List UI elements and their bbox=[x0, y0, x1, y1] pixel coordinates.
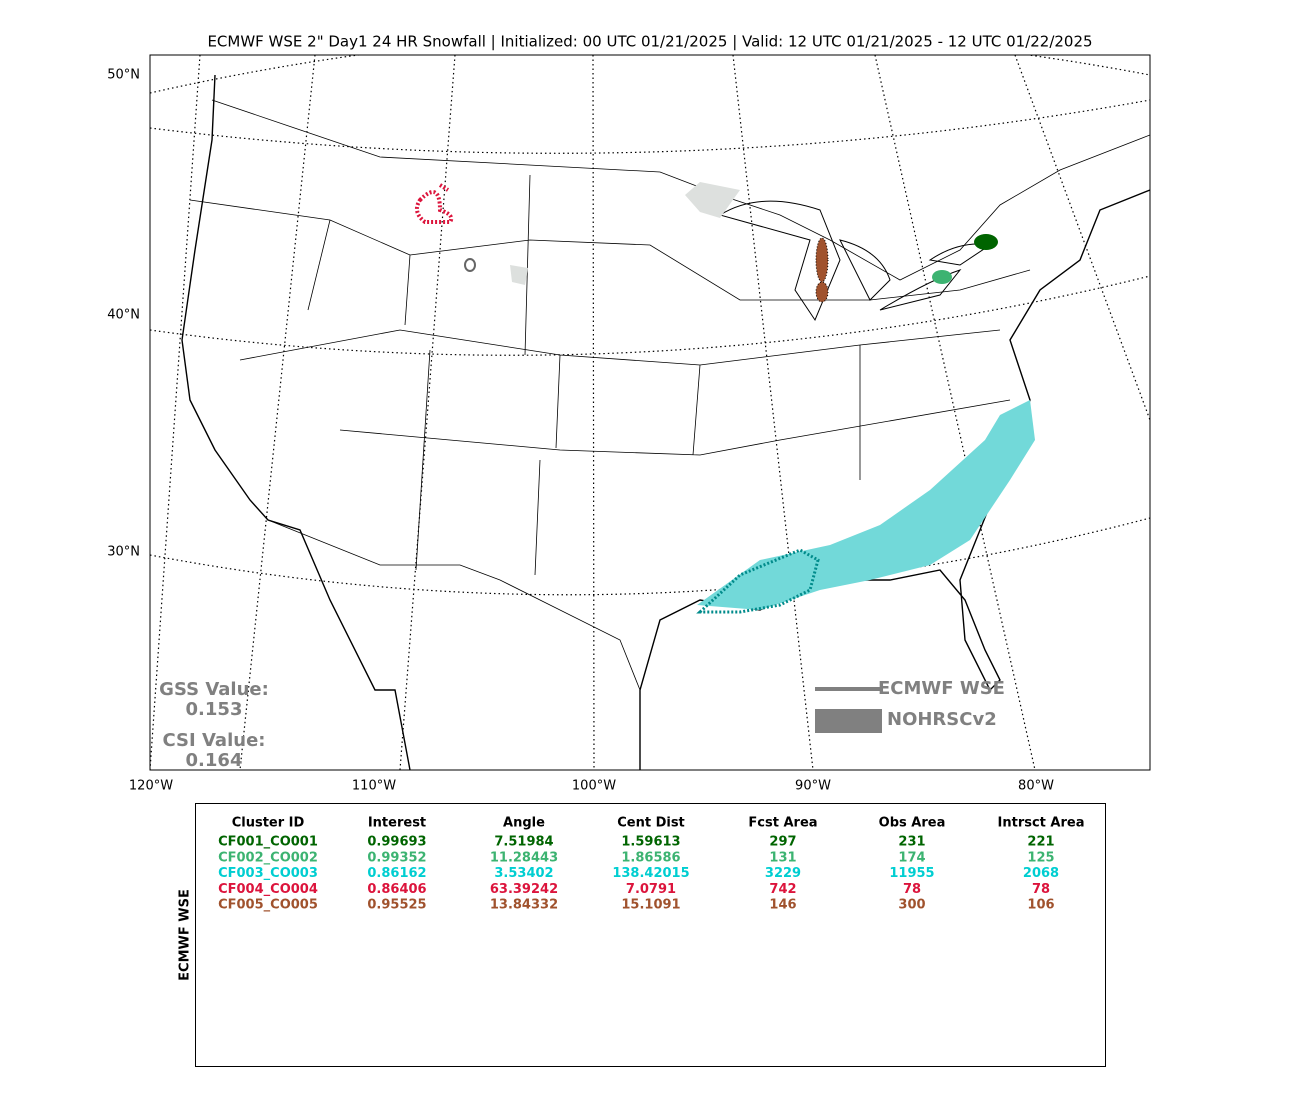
lon-label: 120°W bbox=[129, 779, 173, 794]
legend-label: NOHRSCv2 bbox=[887, 709, 997, 730]
table-cell: 106 bbox=[1027, 898, 1054, 913]
basemap bbox=[150, 55, 1150, 770]
fcst-area bbox=[974, 234, 998, 250]
scores: GSS Value:0.153 CSI Value:0.164 bbox=[159, 679, 269, 771]
table-cell: 231 bbox=[898, 835, 925, 850]
legend-swatch bbox=[815, 709, 882, 733]
fcst-outline bbox=[414, 183, 454, 224]
table-header: Angle bbox=[503, 816, 545, 831]
score-value: 0.164 bbox=[186, 750, 243, 771]
lon-label: 110°W bbox=[352, 779, 396, 794]
fcst-area bbox=[815, 237, 829, 283]
table-header: Cent Dist bbox=[617, 816, 685, 831]
table-header: Cluster ID bbox=[232, 816, 305, 831]
table-cell: 7.51984 bbox=[494, 835, 553, 850]
table-cell: 138.42015 bbox=[612, 866, 689, 881]
table-cell: 78 bbox=[903, 882, 921, 897]
table-cell: 3.53402 bbox=[494, 866, 553, 881]
table-cell: 0.95525 bbox=[367, 898, 426, 913]
table-cell: 0.86406 bbox=[367, 882, 426, 897]
table-cell: 7.0791 bbox=[626, 882, 676, 897]
map: 50°N 40°N 30°N 120°W 110°W 100°W 90°W 80°W GSS… bbox=[107, 54, 1151, 794]
stats-table: ECMWF WSE Cluster ID Interest Angle Cent Di… bbox=[178, 803, 1106, 1067]
table-cell: 174 bbox=[898, 850, 925, 865]
lon-label: 80°W bbox=[1018, 779, 1054, 794]
table-cell: 1.86586 bbox=[621, 850, 680, 865]
table-body: Cluster ID Interest Angle Cent Dist Fcst Are… bbox=[218, 816, 1084, 913]
map-frame bbox=[149, 54, 1151, 771]
table-cell: CF001_CO001 bbox=[218, 835, 318, 850]
table-cell: 15.1091 bbox=[621, 898, 680, 913]
lat-label: 40°N bbox=[107, 308, 140, 323]
obs-area bbox=[510, 182, 740, 285]
fcst-area bbox=[815, 281, 829, 303]
table-cell: 0.99352 bbox=[367, 850, 426, 865]
table-header: Interest bbox=[368, 816, 426, 831]
table-cell: 3229 bbox=[765, 866, 801, 881]
great-lakes bbox=[718, 200, 992, 322]
lon-label: 100°W bbox=[572, 779, 616, 794]
table-cell: CF004_CO004 bbox=[218, 882, 318, 897]
table-cell: 63.39242 bbox=[490, 882, 558, 897]
table-cell: 297 bbox=[769, 835, 796, 850]
score-value: 0.153 bbox=[186, 699, 243, 720]
borders bbox=[189, 99, 1150, 691]
title: ECMWF WSE 2" Day1 24 HR Snowfall | Initi… bbox=[207, 33, 1092, 51]
score-label: GSS Value: bbox=[159, 679, 269, 700]
lat-label: 50°N bbox=[107, 68, 140, 83]
fcst-outline bbox=[464, 258, 476, 272]
lat-label: 30°N bbox=[107, 545, 140, 560]
fcst-outline bbox=[696, 548, 820, 614]
lat-labels: 50°N 40°N 30°N bbox=[107, 68, 140, 560]
table-cell: CF003_CO003 bbox=[218, 866, 318, 881]
table-cell: 0.99693 bbox=[367, 835, 426, 850]
table-frame bbox=[195, 803, 1106, 1067]
fcst-area bbox=[932, 270, 952, 284]
table-header: Obs Area bbox=[879, 816, 946, 831]
lon-label: 90°W bbox=[795, 779, 831, 794]
table-cell: 0.86162 bbox=[367, 866, 426, 881]
table-cell: 13.84332 bbox=[490, 898, 558, 913]
table-header: Intrsct Area bbox=[998, 816, 1085, 831]
objects bbox=[414, 182, 1035, 614]
table-cell: 2068 bbox=[1023, 866, 1059, 881]
table-side-label: ECMWF WSE bbox=[178, 889, 193, 981]
legend: ECMWF WSE NOHRSCv2 bbox=[815, 678, 1005, 733]
table-cell: 11.28443 bbox=[490, 850, 558, 865]
table-cell: 300 bbox=[898, 898, 925, 913]
table-cell: 131 bbox=[769, 850, 796, 865]
table-cell: 221 bbox=[1027, 835, 1054, 850]
lon-labels: 120°W 110°W 100°W 90°W 80°W bbox=[129, 779, 1054, 794]
table-cell: CF005_CO005 bbox=[218, 898, 318, 913]
table-cell: 146 bbox=[769, 898, 796, 913]
graticule bbox=[150, 55, 1150, 770]
table-cell: CF002_CO002 bbox=[218, 850, 318, 865]
table-cell: 11955 bbox=[889, 866, 934, 881]
table-cell: 1.59613 bbox=[621, 835, 680, 850]
obs-area bbox=[697, 400, 1035, 610]
table-cell: 125 bbox=[1027, 850, 1054, 865]
table-cell: 78 bbox=[1032, 882, 1050, 897]
legend-label: ECMWF WSE bbox=[878, 678, 1005, 699]
score-label: CSI Value: bbox=[163, 730, 266, 751]
table-header: Fcst Area bbox=[748, 816, 817, 831]
table-cell: 742 bbox=[769, 882, 796, 897]
